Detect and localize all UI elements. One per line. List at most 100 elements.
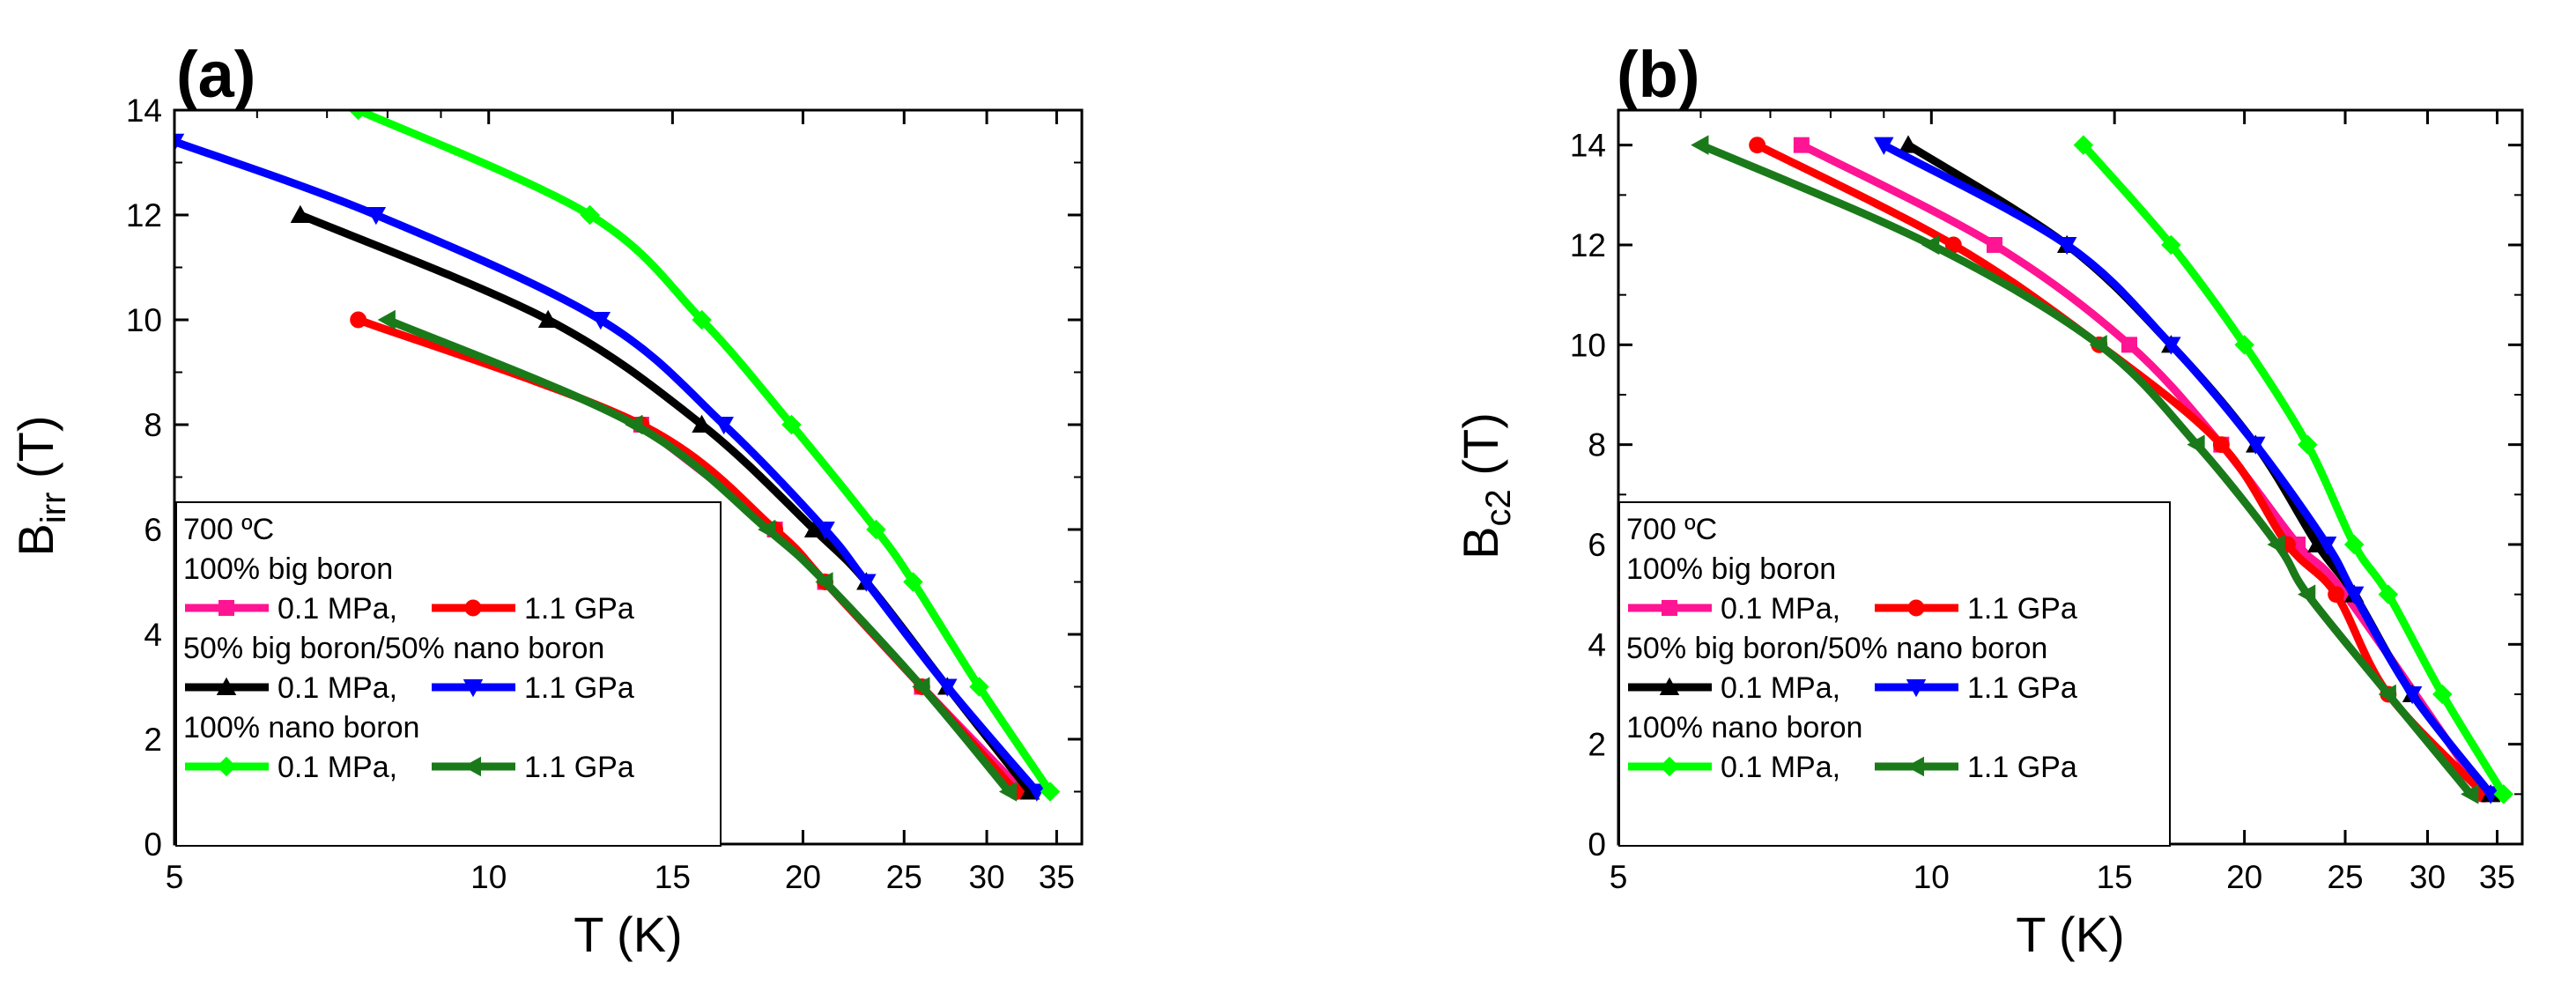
- panel-b-legend-heading-0: 100% big boron: [1626, 552, 1836, 586]
- panel-a-legend-label-2-0: 0.1 MPa,: [278, 751, 397, 784]
- panel-b-point-5-6: [2378, 684, 2396, 705]
- panel-b: 5 10 15 20 25 30 35 0 2 4 6 8 10 12 14 T (K) Bc2 (T) (b) 7…: [1453, 38, 2524, 962]
- panel-b-xtick-label: 5: [1610, 859, 1628, 895]
- panel-b-y-axis-title: Bc2 (T): [1453, 412, 1518, 559]
- panel-a-point-2-0: [290, 204, 311, 223]
- panel-b-legend-label-1-1: 1.1 GPa: [1967, 671, 2077, 705]
- panel-b-point-3-0: [1874, 137, 1894, 155]
- panel-b-point-3-3: [2246, 436, 2266, 455]
- panel-b-x-axis-title: T (K): [2016, 907, 2124, 962]
- panel-a-ytick-label: 4: [144, 617, 162, 653]
- panel-a-point-5-2: [758, 519, 776, 540]
- panel-b-point-1-5: [2328, 586, 2345, 604]
- panel-b-point-2-0: [1898, 135, 1919, 153]
- panel-b-xtick-label: 15: [2097, 859, 2133, 895]
- panel-a-xtick-label: 25: [886, 859, 922, 895]
- panel-a-ytick-label: 14: [126, 93, 162, 129]
- panel-b-series: [1691, 135, 2514, 804]
- panel-b-point-4-3: [2298, 434, 2318, 455]
- panel-a-legend-marker-1-0: [216, 677, 237, 695]
- panel-b-label: (b): [1617, 38, 1700, 111]
- panel-a-point-4-1: [580, 204, 600, 226]
- panel-a-y-axis-title: Birr (T): [8, 416, 73, 557]
- panel-b-ytick-label: 2: [1588, 727, 1606, 763]
- panel-b-xtick-label: 35: [2479, 859, 2515, 895]
- panel-b-point-5-4: [2267, 534, 2285, 555]
- panel-b-point-4-6: [2432, 684, 2453, 705]
- panel-b-ytick-label: 12: [1570, 227, 1606, 263]
- panel-a-point-3-0: [174, 133, 185, 152]
- panel-b-legend-heading-2: 100% nano boron: [1626, 711, 1862, 744]
- panel-a-legend-label-0-1: 1.1 GPa: [524, 592, 634, 626]
- panel-a-point-3-1: [366, 207, 387, 226]
- panel-a-point-4-0: [348, 110, 368, 121]
- panel-a-point-5-1: [625, 414, 643, 435]
- panel-b-point-3-4: [2316, 537, 2337, 555]
- panel-b-point-0-1: [1986, 237, 2002, 253]
- panel-b-point-3-5: [2343, 586, 2365, 604]
- panel-a-point-3-2: [590, 312, 611, 330]
- panel-a-point-4-6: [969, 677, 989, 697]
- panel-b-point-4-2: [2234, 335, 2254, 355]
- panel-a-legend: 700 ºC 100% big boron 0.1 MPa, 1.1 GPa 50% b…: [175, 501, 722, 847]
- panel-b-legend-box: [1618, 501, 2171, 847]
- panel-b-point-1-3: [2212, 436, 2230, 454]
- panel-b-point-5-2: [2089, 335, 2107, 355]
- panel-a-xtick-label: 10: [470, 859, 507, 895]
- panel-a-legend-marker-1-1: [463, 679, 484, 698]
- panel-a-legend-box: [175, 501, 722, 847]
- panel-b-ytick-label: 4: [1588, 626, 1606, 663]
- panel-a-legend-heading-2: 100% nano boron: [183, 711, 419, 744]
- panel-b-xtick-label: 10: [1913, 859, 1950, 895]
- panel-a-legend-marker-0-0: [218, 600, 234, 616]
- panel-a-ytick-label: 12: [126, 197, 162, 233]
- panel-a-series: [174, 110, 1061, 802]
- panel-a-point-5-5: [998, 781, 1018, 802]
- panel-a-ytick-label: 6: [144, 512, 162, 548]
- panel-a-legend-label-1-1: 1.1 GPa: [524, 671, 634, 705]
- panel-b-point-3-7: [2480, 786, 2501, 804]
- panel-a-legend-condition: 700 ºC: [183, 513, 274, 546]
- panel-a-x-axis-title: T (K): [574, 907, 682, 962]
- panel-b-point-5-1: [1921, 234, 1940, 256]
- panel-a-point-4-3: [781, 414, 802, 435]
- panel-b-point-5-3: [2187, 434, 2205, 455]
- panel-a-xtick-label: 35: [1039, 859, 1075, 895]
- panel-a-legend-marker-0-1: [464, 599, 482, 617]
- panel-b-legend-marker-0-0: [1662, 600, 1677, 616]
- panel-b-legend-condition: 700 ºC: [1626, 513, 1717, 546]
- panel-b-legend-marker-0-1: [1907, 599, 1925, 617]
- panel-b-legend-heading-1: 50% big boron/50% nano boron: [1626, 632, 2047, 665]
- panel-a-legend-marker-2-1: [463, 756, 481, 777]
- panel-a-point-3-3: [714, 417, 734, 435]
- panel-a-point-5-3: [815, 572, 833, 592]
- panel-a-point-3-6: [937, 678, 958, 697]
- panel-a-point-5-4: [912, 677, 930, 697]
- panel-b-legend-marker-2-0: [1659, 756, 1680, 777]
- panel-b-point-1-1: [1944, 236, 1962, 254]
- panel-a-ytick-label: 8: [144, 407, 162, 443]
- panel-a-xtick-label: 5: [166, 859, 184, 895]
- panel-a: 5 10 15 20 25 30 35 0 2 4 6 8 10 12 14 T (K) Birr (T) (a)…: [8, 38, 1084, 962]
- panel-b-point-3-6: [2402, 686, 2423, 705]
- panel-b-legend-label-0-0: 0.1 MPa,: [1721, 592, 1840, 626]
- panel-b-point-0-0: [1793, 137, 1810, 153]
- panel-b-point-5-0: [1691, 135, 1709, 155]
- panel-b-legend-label-1-0: 0.1 MPa,: [1721, 671, 1840, 705]
- panel-b-point-3-1: [2056, 237, 2077, 256]
- panel-b-point-5-5: [2298, 584, 2316, 604]
- panel-b-ytick-label: 10: [1570, 327, 1606, 363]
- panel-a-point-5-0: [377, 309, 396, 330]
- panel-a-xtick-label: 20: [785, 859, 821, 895]
- panel-b-legend-marker-2-1: [1906, 756, 1924, 777]
- panel-b-legend-marker-1-1: [1906, 679, 1927, 698]
- panel-b-point-4-4: [2343, 534, 2365, 555]
- panel-a-point-2-2: [692, 414, 712, 433]
- panel-b-point-0-2: [2121, 337, 2137, 353]
- panel-a-ytick-label: 2: [144, 722, 162, 758]
- panel-b-point-3-2: [2161, 337, 2181, 355]
- panel-b-point-4-5: [2378, 584, 2399, 604]
- panel-a-legend-heading-0: 100% big boron: [183, 552, 393, 586]
- panel-a-point-3-5: [856, 574, 877, 592]
